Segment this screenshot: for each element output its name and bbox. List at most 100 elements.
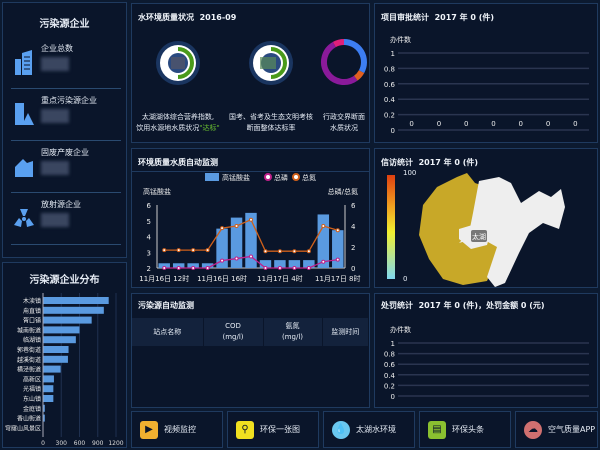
y-category-label: 穹窿山风景区: [5, 424, 41, 432]
y-category-label: 高新区: [23, 375, 41, 383]
caption-line: 水质状况: [330, 124, 358, 132]
caption-text: 饮用水源地水质状况: [136, 124, 200, 132]
cloud-icon: ☁: [524, 420, 542, 439]
bar: [43, 414, 45, 422]
y-category-label: 临湖镇: [23, 336, 41, 344]
y-category-label: 横泾街道: [17, 366, 41, 374]
header-text: 氨氮: [285, 322, 300, 330]
panel-title: 信访统计 2017 年 0 (件): [381, 157, 478, 168]
map-region-other[interactable]: [459, 177, 565, 287]
shortcut-label: 视频监控: [164, 425, 196, 434]
x-tick-label: 900: [92, 440, 104, 447]
y-category-label: 光福镇: [23, 385, 41, 393]
bar: [43, 395, 54, 402]
title-summary: 2017 年 0 (件): [418, 158, 479, 167]
stat-value-blurred: [41, 213, 69, 227]
water-drop-icon: 💧: [332, 420, 350, 439]
y-category-label: 甪直镇: [23, 307, 41, 315]
shortcut-cloud-button[interactable]: ☁ 空气质量APP: [515, 411, 598, 448]
gauge-caption-3: 行政交界断面 水质状况: [299, 112, 389, 134]
shortcut-label: 环保头条: [452, 425, 484, 434]
header-text: 监测时间: [331, 327, 360, 336]
column-header[interactable]: COD (mg/l): [203, 318, 264, 346]
lake-label: 太湖: [472, 232, 486, 241]
bar: [43, 316, 92, 324]
panel-title: 污染源自动监测: [138, 301, 194, 310]
stat-label: 企业总数: [41, 44, 73, 53]
bar: [43, 385, 54, 393]
color-scale-bar[interactable]: [387, 175, 395, 279]
scale-max: 100: [403, 169, 417, 177]
source-monitor-table: 站点名称 COD (mg/l) 氨氮 (mg/l) 监测时间: [132, 318, 369, 346]
panel-title: 项目审批统计 2017 年 0 (件): [381, 12, 494, 23]
caption-line: 国考、省考及生态文明考核: [229, 113, 313, 121]
water-quality-panel: 水环境质量状况 2016-09 太湖湖体综合营养指数, 饮用水源地水质状况"达标"…: [131, 3, 370, 143]
bar: [43, 326, 80, 334]
region-map[interactable]: 太湖: [415, 169, 575, 289]
panel-title: 水环境质量状况 2016-09: [138, 12, 236, 23]
y-category-label: 郭巷街道: [17, 346, 41, 354]
gauge-caption-2: 国考、省考及生态文明考核 断面整体达标率: [226, 112, 316, 134]
ring-segment: [343, 39, 367, 74]
shortcut-map-pin-button[interactable]: ⚲ 环保一张图: [227, 411, 319, 448]
bar: [43, 375, 54, 383]
title-date: 2016-09: [199, 13, 237, 22]
gauge-dial-2[interactable]: [248, 40, 294, 86]
bar: [43, 404, 45, 412]
shortcut-label: 太湖水环境: [356, 425, 396, 434]
stat-value-blurred: [41, 57, 69, 71]
bar: [43, 336, 76, 344]
header-text: 站点名称: [153, 327, 182, 336]
pollution-sources-panel: 污染源企业 企业总数 重点污染源企业 固废产废企业 放射源企业: [2, 2, 127, 258]
y-category-label: 胥口镇: [23, 317, 41, 325]
map-pin-icon: ⚲: [236, 420, 254, 439]
bar: [43, 306, 104, 314]
column-header[interactable]: 氨氮 (mg/l): [263, 318, 323, 346]
stat-label: 固废产废企业: [41, 148, 89, 157]
stat-label: 重点污染源企业: [41, 96, 97, 105]
stat-key-polluters[interactable]: 重点污染源企业: [11, 89, 121, 141]
y-category-label: 香山街道: [17, 415, 41, 423]
column-header[interactable]: 监测时间: [322, 318, 369, 346]
y-category-label: 木渎镇: [23, 297, 41, 305]
ring-segment: [332, 39, 345, 48]
source-monitor-panel: 污染源自动监测 站点名称 COD (mg/l) 氨氮 (mg/l) 监测时间: [131, 293, 370, 408]
caption-line: 断面整体达标率: [246, 124, 296, 132]
factory-icon: [15, 159, 33, 177]
stat-label: 放射源企业: [41, 200, 81, 209]
boundary-ring-chart[interactable]: [320, 38, 368, 86]
shortcut-news-button[interactable]: ▤ 环保头条: [419, 411, 511, 448]
x-tick-label: 0: [41, 440, 45, 447]
title-summary: 2017 年 0 (件)，处罚金额 0 (元): [418, 301, 545, 310]
column-header[interactable]: 站点名称: [132, 318, 204, 346]
petition-stats-panel: 信访统计 2017 年 0 (件) 100 0 太湖: [374, 148, 598, 288]
stat-radiation[interactable]: 放射源企业: [11, 193, 121, 245]
bar: [43, 355, 68, 363]
project-stats-panel: 项目审批统计 2017 年 0 (件): [374, 3, 598, 143]
stat-total-enterprises[interactable]: 企业总数: [11, 37, 121, 89]
gauge-dial-1[interactable]: [155, 40, 201, 86]
title-text: 信访统计: [381, 158, 413, 167]
y-category-label: 东山镇: [23, 395, 41, 403]
y-category-label: 城南街道: [17, 326, 41, 334]
stat-value-blurred: [41, 109, 69, 123]
chart-title: 污染源企业分布: [29, 275, 100, 286]
panel-title: 环境质量水质自动监测: [138, 158, 218, 167]
stat-value-blurred: [41, 161, 69, 175]
table-header-row: 站点名称 COD (mg/l) 氨氮 (mg/l) 监测时间: [132, 318, 369, 346]
panel-title: 处罚统计 2017 年 0 (件)，处罚金额 0 (元): [381, 300, 545, 311]
buildings-icon: [15, 50, 32, 75]
bar: [43, 346, 69, 353]
stat-solid-waste[interactable]: 固废产废企业: [11, 141, 121, 193]
enterprise-distribution-chart: 0 300 600 900 1200 木渎镇甪直镇胥口镇城南街道临湖镇郭巷街道越溪街道横泾…: [5, 293, 124, 447]
ring-segment: [321, 41, 358, 85]
caption-line: 饮用水源地水质状况"达标": [133, 123, 223, 134]
shortcut-water-drop-button[interactable]: 💧 太湖水环境: [323, 411, 415, 448]
auto-monitor-panel: 环境质量水质自动监测: [131, 148, 370, 288]
bar: [43, 365, 61, 373]
penalty-stats-panel: 处罚统计 2017 年 0 (件)，处罚金额 0 (元): [374, 293, 598, 408]
gauge-caption-1: 太湖湖体综合营养指数, 饮用水源地水质状况"达标": [133, 112, 223, 134]
shortcut-video-camera-button[interactable]: ▶ 视频监控: [131, 411, 223, 448]
caption-line: 太湖湖体综合营养指数,: [141, 113, 215, 121]
warning-building-icon: [15, 103, 34, 125]
